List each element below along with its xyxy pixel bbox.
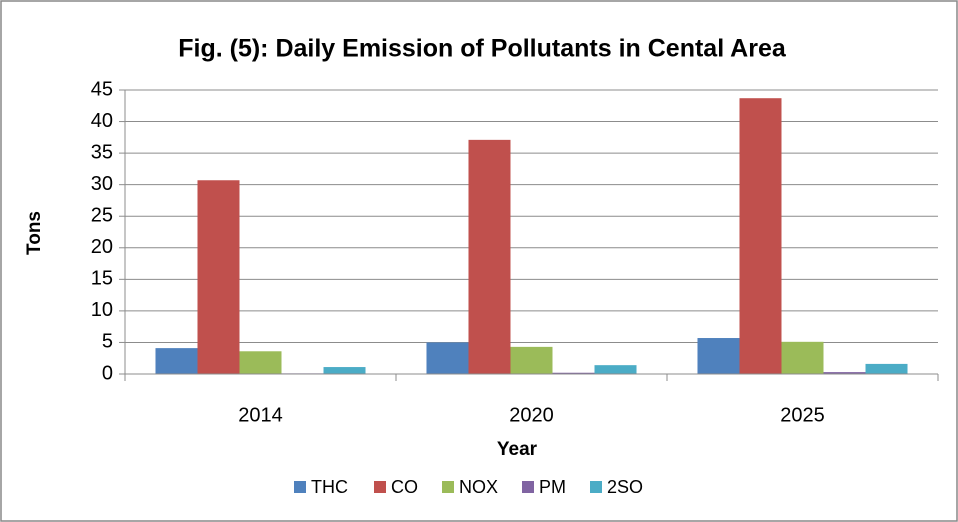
bar <box>323 367 366 374</box>
bar <box>239 351 282 374</box>
y-tick-label: 40 <box>91 110 113 132</box>
bar <box>468 139 511 374</box>
y-axis-label: Tons <box>24 211 45 255</box>
legend-swatch <box>590 481 602 493</box>
y-tick-label: 25 <box>91 205 113 227</box>
bar <box>823 372 866 374</box>
legend-label: NOX <box>459 477 498 497</box>
legend-swatch <box>442 481 454 493</box>
bar <box>739 98 782 375</box>
y-tick-label: 5 <box>102 331 113 353</box>
chart-title: Fig. (5): Daily Emission of Pollutants i… <box>178 35 787 63</box>
bar <box>197 180 240 374</box>
y-tick-label: 20 <box>91 236 113 258</box>
bar <box>594 365 637 374</box>
legend-label: 2SO <box>607 477 643 497</box>
legend-swatch <box>374 481 386 493</box>
x-axis-label: Year <box>497 439 538 460</box>
x-tick-label: 2014 <box>238 404 283 426</box>
y-tick-label: 30 <box>91 173 113 195</box>
bar <box>552 372 595 374</box>
legend-swatch <box>522 481 534 493</box>
legend-label: CO <box>391 477 418 497</box>
legend-label: THC <box>311 477 348 497</box>
y-tick-label: 15 <box>91 268 113 290</box>
x-tick-label: 2025 <box>780 404 825 426</box>
bar <box>155 348 198 374</box>
y-tick-label: 35 <box>91 141 113 163</box>
bar <box>697 338 740 374</box>
y-tick-label: 10 <box>91 299 113 321</box>
legend-label: PM <box>539 477 566 497</box>
legend-swatch <box>294 481 306 493</box>
bar <box>426 342 469 374</box>
x-tick-label: 2020 <box>509 404 554 426</box>
bar <box>781 341 824 374</box>
y-tick-label: 0 <box>102 362 113 384</box>
bar <box>510 346 553 374</box>
y-tick-label: 45 <box>91 78 113 100</box>
bar <box>865 363 908 374</box>
